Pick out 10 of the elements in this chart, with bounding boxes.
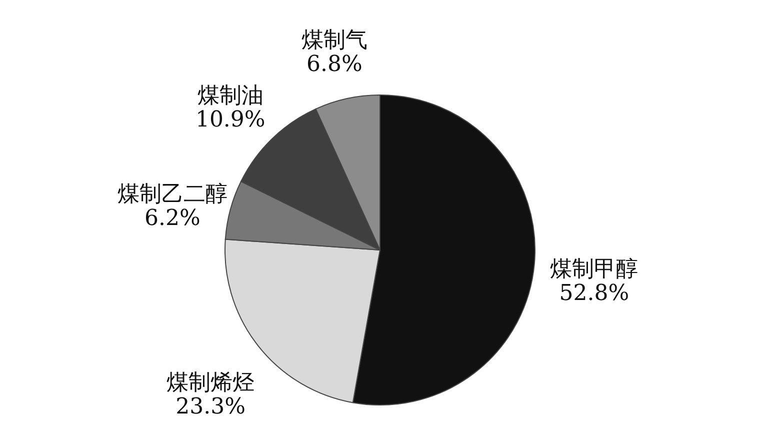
slice-label: 煤制烯烃 (166, 370, 255, 396)
slice-label: 煤制油 (197, 84, 264, 109)
data-label: 52.8% (559, 280, 630, 306)
data-label: 6.2% (144, 206, 200, 231)
slice-label: 煤制乙二醇 (117, 182, 228, 207)
data-label: 10.9% (195, 108, 266, 133)
slice-label: 煤制气 (301, 28, 368, 53)
data-label: 23.3% (176, 394, 246, 420)
slice-label: 煤制甲醇 (550, 256, 638, 282)
data-label: 6.8% (306, 52, 362, 77)
